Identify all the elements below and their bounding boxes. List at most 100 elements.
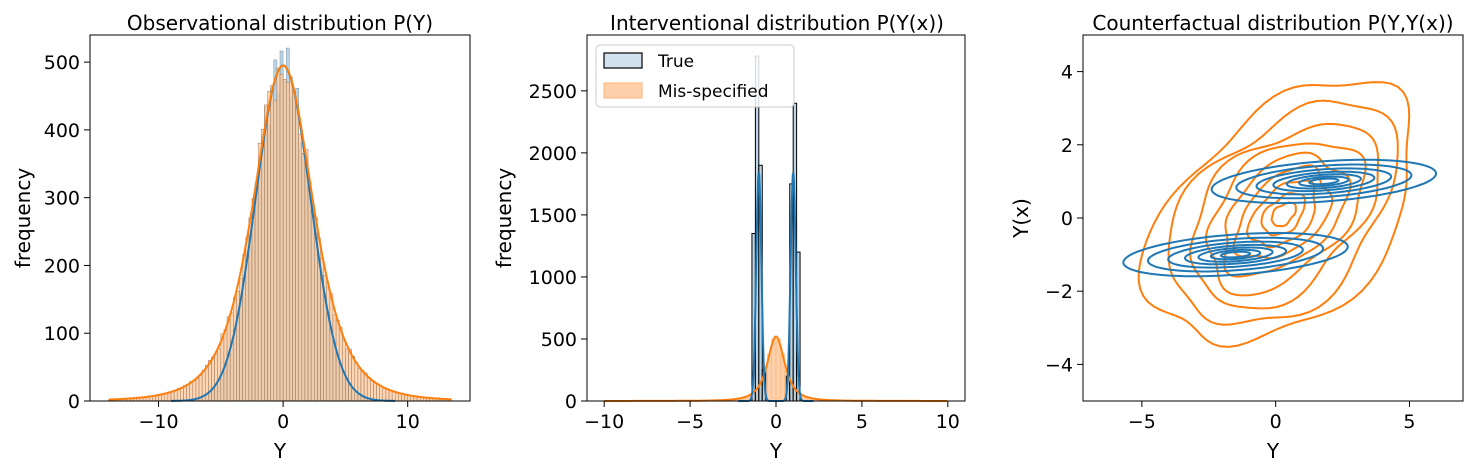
bar-misspecified (229, 312, 234, 402)
contour-misspecified (1167, 99, 1399, 326)
bar-misspecified (295, 106, 299, 402)
y-tick-label: 1500 (529, 205, 577, 227)
contour-true (1167, 240, 1304, 269)
bar-misspecified (354, 362, 359, 402)
bar-misspecified (385, 389, 390, 402)
panel-counterfactual: Counterfactual distribution P(Y,Y(x)) −5… (1009, 11, 1464, 463)
axes-frame (1082, 34, 1464, 402)
x-tick-label: 0 (277, 411, 289, 433)
x-tick-label: −10 (584, 411, 624, 433)
bar-misspecified (379, 385, 384, 402)
y-tick-label: 2500 (529, 81, 577, 103)
bar-misspecified (292, 91, 296, 402)
bar-misspecified (329, 293, 334, 402)
bar-misspecified (180, 387, 184, 402)
bar-misspecified (233, 297, 237, 402)
y-tick-label: 0 (1061, 208, 1073, 230)
x-tick-label: 5 (1403, 411, 1415, 433)
contour-misspecified (1260, 191, 1306, 237)
y-tick-label: 2 (1061, 135, 1073, 157)
axes-frame (89, 34, 471, 402)
bar-misspecified (332, 314, 337, 402)
bar-misspecified (771, 338, 777, 402)
y-tick-label: 400 (44, 120, 80, 142)
y-tick-label: 200 (44, 255, 80, 277)
plot-area (108, 47, 452, 402)
bar-misspecified (351, 355, 356, 402)
x-tick-label: 10 (936, 411, 960, 433)
bar-misspecified (214, 353, 218, 402)
x-tick-label: −5 (676, 411, 704, 433)
contour-misspecified (1270, 201, 1297, 228)
legend-box (595, 44, 795, 108)
axis-ticks: −5 0 5 −4 −2 0 2 4 (1045, 62, 1416, 433)
plot-area (604, 55, 947, 402)
bar-misspecified (348, 348, 352, 402)
bar-misspecified (270, 85, 275, 402)
legend-swatch-misspecified (603, 82, 643, 99)
bar-misspecified (357, 368, 362, 402)
contour-true (1197, 246, 1274, 263)
bar-misspecified (264, 104, 268, 402)
y-tick-label: 100 (44, 323, 80, 345)
contour-true (1285, 173, 1362, 190)
contour-true (1235, 163, 1413, 200)
x-tick-label: −5 (1128, 411, 1156, 433)
bar-misspecified (279, 74, 284, 402)
panel-observational: Observational distribution P(Y) −10 0 1001… (11, 11, 471, 463)
y-axis-label: frequency (11, 168, 35, 268)
bar-misspecified (775, 338, 781, 402)
kde-line-misspecified (108, 64, 452, 401)
bar-misspecified (267, 91, 271, 402)
bar-misspecified (388, 390, 393, 402)
x-tick-label: 5 (856, 411, 868, 433)
bar-misspecified (192, 380, 197, 402)
bar-misspecified (189, 381, 194, 402)
bar-misspecified (298, 133, 303, 402)
y-tick-label: 0 (565, 391, 577, 413)
bar-misspecified (261, 129, 265, 402)
y-tick-label: 300 (44, 188, 80, 210)
y-axis-label: Y(x) (1009, 198, 1033, 239)
bar-misspecified (391, 391, 396, 402)
bar-misspecified (304, 149, 309, 402)
bar-misspecified (310, 212, 315, 402)
y-tick-label: 500 (44, 52, 80, 74)
bar-misspecified (370, 380, 374, 402)
y-tick-label: 0 (68, 391, 80, 413)
bar-misspecified (208, 359, 212, 402)
bar-misspecified (373, 382, 377, 402)
contour-true (1210, 158, 1438, 205)
y-tick-label: 1000 (529, 267, 577, 289)
contour-true (1308, 177, 1340, 186)
y-tick-label: 4 (1061, 62, 1073, 84)
contour-true (1255, 167, 1393, 196)
bar-misspecified (289, 76, 293, 402)
x-axis-label: Y (273, 439, 287, 463)
panel-title: Observational distribution P(Y) (127, 11, 433, 35)
bar-misspecified (273, 99, 278, 402)
bar-misspecified (254, 183, 259, 402)
legend-label-true: True (657, 52, 694, 72)
bar-misspecified (183, 385, 187, 402)
axis-ticks: −10 −5 0 5 10 0 500 1000 1500 2000 2500 (529, 81, 960, 433)
bar-misspecified (376, 383, 380, 402)
x-axis-label: Y (1266, 439, 1280, 463)
y-tick-label: 2000 (529, 143, 577, 165)
y-tick-label: −4 (1045, 354, 1073, 376)
x-axis-label: Y (769, 439, 783, 463)
contour-true (1183, 243, 1288, 266)
legend-swatch-true (603, 52, 643, 69)
contour-misspecified (1246, 179, 1317, 249)
bar-misspecified (276, 67, 281, 402)
y-axis-label: frequency (492, 168, 516, 268)
contour-misspecified (1204, 142, 1367, 297)
x-tick-label: 10 (396, 411, 420, 433)
panel-title: Counterfactual distribution P(Y,Y(x)) (1092, 11, 1453, 35)
panel-title: Interventional distribution P(Y(x)) (610, 11, 944, 35)
contour-true (1272, 170, 1376, 193)
contour-true (1146, 236, 1325, 273)
bar-misspecified (307, 182, 312, 402)
contour-true (1122, 231, 1349, 278)
